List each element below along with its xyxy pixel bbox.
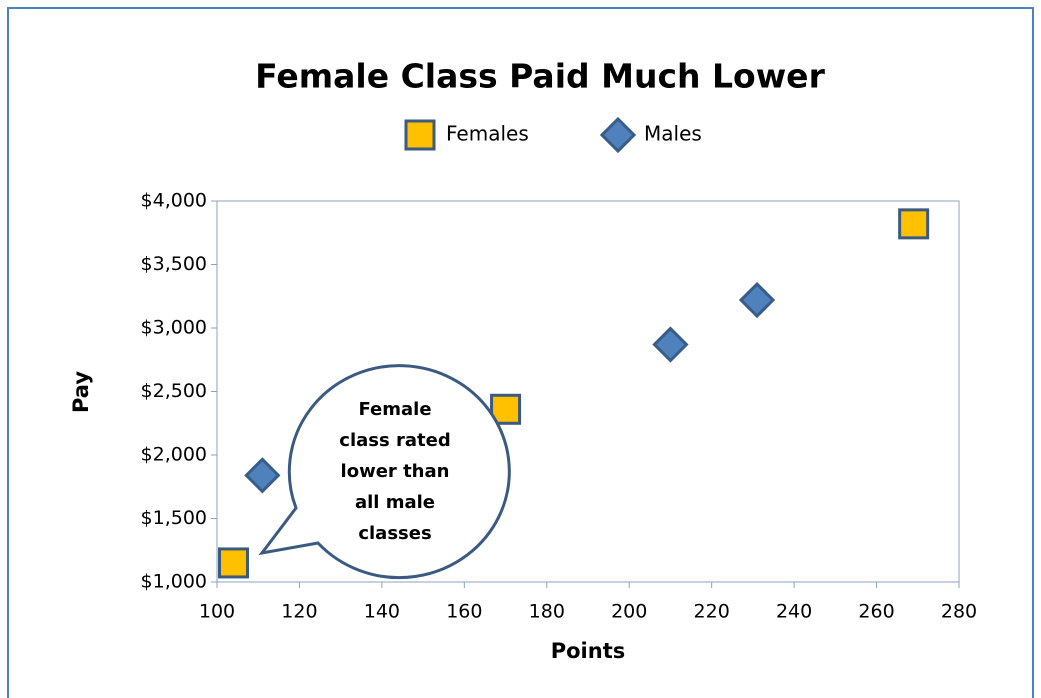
callout — [258, 364, 511, 580]
callout-text: lower than — [341, 461, 450, 482]
x-tick-label: 220 — [694, 601, 730, 623]
legend-label: Females — [446, 122, 529, 146]
y-tick-label: $2,500 — [141, 380, 207, 402]
frame — [7, 7, 1034, 698]
x-axis-label: Points — [551, 639, 626, 663]
point — [652, 326, 689, 363]
x-tick-label: 280 — [941, 601, 977, 623]
y-tick-label: $3,500 — [141, 253, 207, 275]
callout-text: Female — [358, 399, 431, 420]
y-tick-label: $1,000 — [141, 571, 207, 593]
x-tick-label: 180 — [529, 601, 565, 623]
y-tick-label: $2,000 — [141, 444, 207, 466]
point — [490, 393, 522, 425]
x-tick-label: 120 — [281, 601, 317, 623]
callout-text: classes — [358, 523, 431, 544]
x-tick-label: 200 — [611, 601, 647, 623]
chart-title: Female Class Paid Much Lower — [255, 57, 825, 96]
callout-text: class rated — [339, 430, 450, 451]
x-tick-label: 240 — [776, 601, 812, 623]
point — [738, 281, 776, 319]
y-axis-label: Pay — [69, 371, 93, 413]
y-tick-label: $3,000 — [141, 317, 207, 339]
legend-marker — [404, 119, 436, 151]
legend-marker — [599, 116, 637, 154]
x-tick-label: 260 — [858, 601, 894, 623]
x-tick-label: 140 — [364, 601, 400, 623]
point — [898, 208, 930, 240]
y-tick-label: $4,000 — [141, 190, 207, 212]
callout-text: all male — [355, 492, 435, 513]
legend-label: Males — [644, 122, 702, 146]
x-tick-label: 100 — [199, 601, 235, 623]
y-tick-label: $1,500 — [141, 507, 207, 529]
point — [244, 457, 281, 494]
x-tick-label: 160 — [446, 601, 482, 623]
point — [217, 547, 249, 579]
